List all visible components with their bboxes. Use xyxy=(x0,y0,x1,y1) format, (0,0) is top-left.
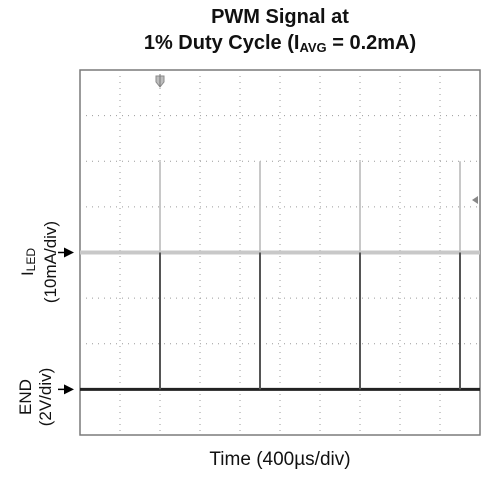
x-axis-label: Time (400µs/div) xyxy=(209,449,351,470)
chart-title-line1: PWM Signal at xyxy=(211,6,349,28)
chart-title-line2: 1% Duty Cycle (IAVG = 0.2mA) xyxy=(143,32,417,55)
end-axis-label: END (2V/div) xyxy=(16,367,55,427)
iled-axis-label: ILED (10mA/div) xyxy=(18,220,60,304)
trigger-level-marker-icon xyxy=(472,196,478,205)
